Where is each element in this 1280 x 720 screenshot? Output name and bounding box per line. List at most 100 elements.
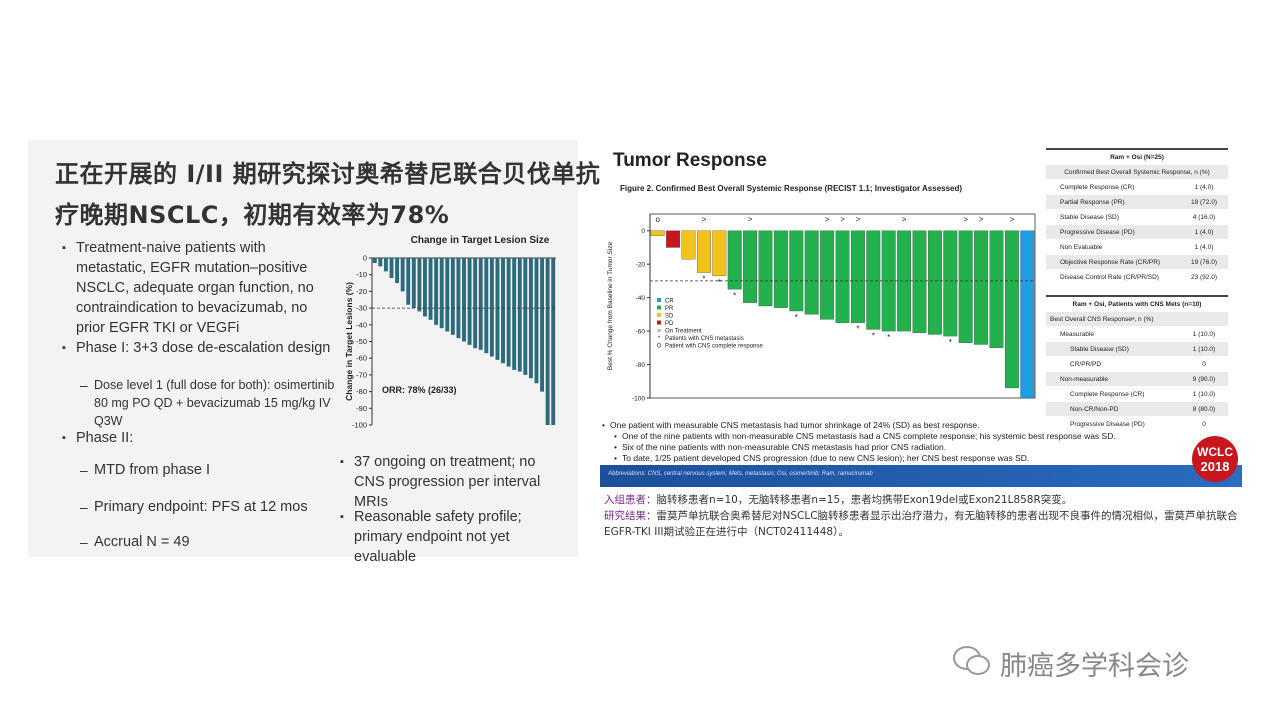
bar xyxy=(534,258,539,384)
bar-symbol: > xyxy=(902,215,907,224)
bar xyxy=(489,258,494,357)
y-tick-label: -90 xyxy=(356,404,367,413)
bar xyxy=(974,230,989,345)
y-tick-label: -100 xyxy=(352,421,367,430)
bar xyxy=(450,258,455,335)
bar-symbol: * xyxy=(887,333,890,342)
y-tick-label: -20 xyxy=(356,287,367,296)
cell: 1 (10.0) xyxy=(1180,386,1228,402)
bar xyxy=(927,230,942,335)
sub-bullet: Dose level 1 (full dose for both): osime… xyxy=(80,376,339,430)
legend-symbol: > xyxy=(657,329,661,335)
logo-year: 2018 xyxy=(1200,459,1230,474)
bar xyxy=(866,230,881,330)
logo: WCLC 2018 xyxy=(1192,436,1238,482)
bar xyxy=(727,230,742,290)
bullet: Phase I: 3+3 dose de-escalation design xyxy=(62,338,336,358)
bar-symbol: * xyxy=(949,338,952,347)
y-tick-label: -80 xyxy=(636,362,646,369)
bar-symbol: o xyxy=(655,215,660,224)
legend-swatch xyxy=(657,298,661,302)
bar xyxy=(835,230,850,323)
wechat-icon xyxy=(953,646,990,675)
sub-bullet: MTD from phase I xyxy=(80,460,210,480)
right-slide: Tumor Response Figure 2. Confirmed Best … xyxy=(600,140,1242,487)
bar xyxy=(696,230,711,273)
bar xyxy=(389,258,394,279)
bar xyxy=(456,258,461,339)
bar xyxy=(523,258,528,375)
y-tick-label: -70 xyxy=(356,370,367,379)
bar-symbol: * xyxy=(872,331,875,340)
cell: Disease Control Rate (CR/PR/SD) xyxy=(1046,269,1180,285)
annotation: ORR: 78% (26/33) xyxy=(382,385,457,395)
table-subheader: Confirmed Best Overall Systemic Response… xyxy=(1046,164,1228,180)
bar xyxy=(417,258,422,312)
legend-symbol: * xyxy=(658,336,661,342)
cell: Non-CR/Non-PD xyxy=(1046,401,1180,417)
bar-symbol: > xyxy=(702,215,707,224)
cell: Stable Disease (SD) xyxy=(1046,209,1180,225)
cell: Progressive Disease (PD) xyxy=(1046,224,1180,240)
legend-label: PR xyxy=(665,306,674,312)
bar xyxy=(743,230,758,303)
cell: 1 (10.0) xyxy=(1180,341,1228,357)
cell: 0 xyxy=(1180,356,1228,372)
bar xyxy=(501,258,505,364)
left-slide: 正在开展的 I/II 期研究探讨奥希替尼联合贝伐单抗治 疗晚期NSCLC，初期有… xyxy=(28,140,624,565)
cell: 9 (90.0) xyxy=(1180,371,1228,387)
bar-symbol: > xyxy=(1010,215,1015,224)
legend-label: Patients with CNS metastasis xyxy=(665,336,744,342)
cell: 1 (4.0) xyxy=(1180,224,1228,240)
bar xyxy=(517,258,522,372)
caption-line: 入组患者：脑转移患者n=10，无脑转移患者n=15，患者均携带Exon19del… xyxy=(604,492,1240,508)
bullet: 37 ongoing on treatment; no CNS progress… xyxy=(340,452,554,512)
bar xyxy=(820,230,835,320)
slide-title: 正在开展的 I/II 期研究探讨奥希替尼联合贝伐单抗治 xyxy=(55,160,625,188)
cell: 1 (4.0) xyxy=(1180,239,1228,255)
bar xyxy=(445,258,450,332)
legend-swatch xyxy=(657,305,661,310)
cell: 19 (76.0) xyxy=(1180,254,1228,270)
abbreviations: Abbreviations: CNS, central nervous syst… xyxy=(608,471,873,477)
y-tick-label: -60 xyxy=(636,329,646,336)
caption: 入组患者：脑转移患者n=10，无脑转移患者n=15，患者均携带Exon19del… xyxy=(604,492,1240,540)
watermark: 肺癌多学科会诊 xyxy=(1000,651,1189,682)
slide-title: Tumor Response xyxy=(613,150,767,171)
response-table: Ram + Osi (N=25) Confirmed Best Overall … xyxy=(1046,148,1228,285)
y-tick-label: 0 xyxy=(641,228,645,235)
bar xyxy=(506,258,511,367)
cell: Non Evaluable xyxy=(1046,239,1180,255)
bar xyxy=(943,230,958,337)
bar xyxy=(495,258,500,360)
y-tick-label: -40 xyxy=(356,320,367,329)
legend-label: CR xyxy=(665,299,674,305)
cell: Complete Response (CR) xyxy=(1046,386,1180,402)
bullet: Reasonable safety profile; primary endpo… xyxy=(340,507,554,567)
bar xyxy=(528,258,533,379)
cell: Progressive Disease (PD) xyxy=(1046,416,1180,432)
abbrev-bar: Abbreviations: CNS, central nervous syst… xyxy=(600,465,1242,487)
table-header: Ram + Osi (N=25) xyxy=(1046,148,1228,165)
bar xyxy=(473,258,478,349)
bar xyxy=(467,258,472,345)
bar xyxy=(758,230,773,307)
y-tick-label: -10 xyxy=(356,270,367,279)
footnote: To date, 1/25 patient developed CNS prog… xyxy=(614,453,1029,463)
bar xyxy=(428,258,433,320)
y-tick-label: -100 xyxy=(632,396,645,403)
bar-symbol: * xyxy=(795,313,798,322)
bar-symbol: > xyxy=(748,215,753,224)
bar xyxy=(540,258,545,392)
caption-line: 研究结果：雷莫芦单抗联合奥希替尼对NSCLC脑转移患者显示出治疗潜力，有无脑转移… xyxy=(604,508,1240,540)
cell: Objective Response Rate (CR/PR) xyxy=(1046,254,1180,270)
bar-symbol: > xyxy=(979,215,984,224)
cell: 0 xyxy=(1180,416,1228,432)
y-tick-label: -30 xyxy=(356,304,367,313)
bar xyxy=(850,230,865,323)
legend-label: On Treatment xyxy=(665,329,702,335)
bar-symbol: * xyxy=(733,291,736,300)
footnote: Six of the nine patients with non-measur… xyxy=(614,442,946,452)
caption-label: 入组患者： xyxy=(604,494,657,506)
legend-swatch xyxy=(657,313,661,317)
